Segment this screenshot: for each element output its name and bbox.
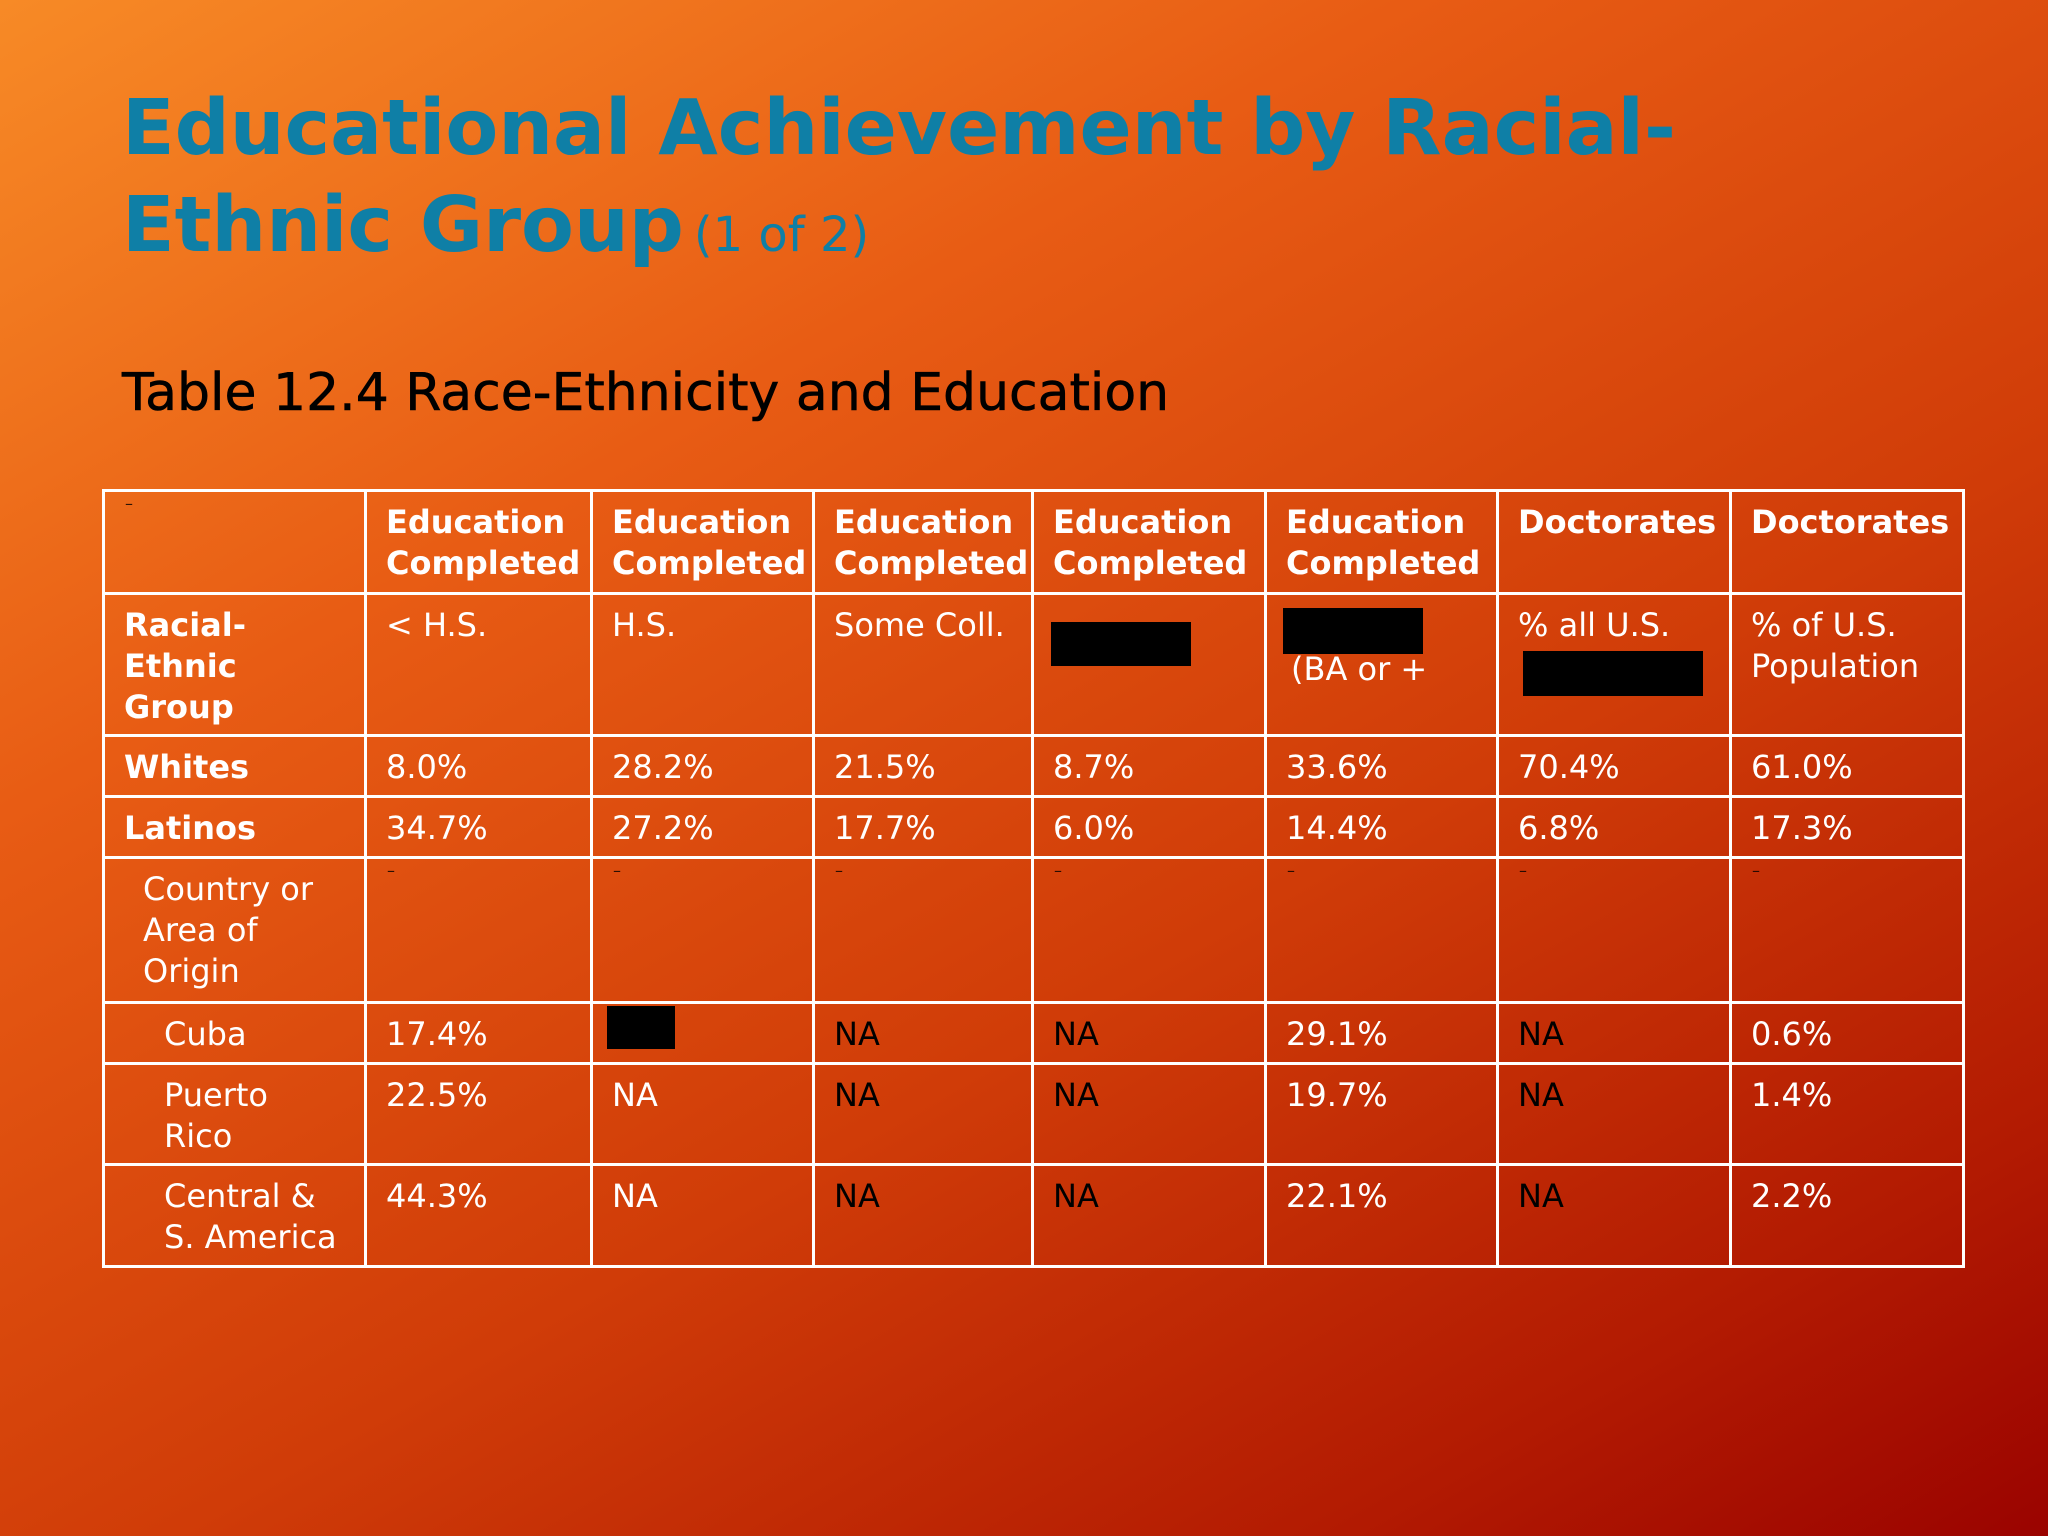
tick-mark: –	[835, 861, 843, 880]
table-cell: 6.8%	[1496, 795, 1732, 859]
header-cell: Education Completed	[1264, 489, 1499, 595]
table-cell: –	[1496, 856, 1732, 1004]
table-cell: 17.4%	[364, 1001, 593, 1065]
table-cell: 6.0%	[1031, 795, 1267, 859]
header-cell: Education Completed	[812, 489, 1034, 595]
table-cell: NA	[1496, 1163, 1732, 1268]
table-cell: 17.7%	[812, 795, 1034, 859]
subheader-cell: % of U.S. Population	[1729, 592, 1965, 737]
header-cell: Doctorates	[1496, 489, 1732, 595]
header-cell: Education Completed	[1031, 489, 1267, 595]
table-cell: 22.5%	[364, 1062, 593, 1166]
table-cell: 70.4%	[1496, 734, 1732, 798]
row-group-label: Whites	[102, 734, 367, 798]
table-cell: NA	[1031, 1163, 1267, 1268]
table-cell: 34.7%	[364, 795, 593, 859]
table-cell: NA	[812, 1001, 1034, 1065]
table-cell: 8.0%	[364, 734, 593, 798]
redaction-block	[607, 1006, 675, 1049]
table-cell: 61.0%	[1729, 734, 1965, 798]
table-cell: 19.7%	[1264, 1062, 1499, 1166]
table-cell: –	[364, 856, 593, 1004]
row-group-label: Cuba	[102, 1001, 367, 1065]
table-cell: –	[812, 856, 1034, 1004]
row-group-label: Central & S. America	[102, 1163, 367, 1268]
header-cell: Education Completed	[364, 489, 593, 595]
table-row: Latinos 34.7% 27.2% 17.7% 6.0% 14.4% 6.8…	[102, 795, 1965, 859]
table-row: Country or Area of Origin – – – – – – –	[102, 856, 1965, 1004]
row-group-label: Country or Area of Origin	[102, 856, 367, 1004]
slide-title-suffix: (1 of 2)	[693, 207, 870, 263]
table-cell: 29.1%	[1264, 1001, 1499, 1065]
table-cell-redacted	[590, 1001, 815, 1065]
tick-mark: –	[1054, 861, 1062, 880]
table-row: Central & S. America 44.3% NA NA NA 22.1…	[102, 1163, 1965, 1268]
subheader-cell: H.S.	[590, 592, 815, 737]
redaction-block	[1051, 622, 1191, 666]
table-cell: 21.5%	[812, 734, 1034, 798]
table-row: Whites 8.0% 28.2% 21.5% 8.7% 33.6% 70.4%…	[102, 734, 1965, 798]
slide-title: Educational Achievement by Racial-Ethnic…	[122, 80, 1922, 284]
tick-mark: –	[1287, 861, 1295, 880]
table-cell: NA	[1031, 1001, 1267, 1065]
slide-title-text: Educational Achievement by Racial-Ethnic…	[122, 84, 1676, 270]
header-row-2: Racial-Ethnic Group < H.S. H.S. Some Col…	[102, 592, 1965, 737]
table-cell: NA	[590, 1163, 815, 1268]
table-cell: 14.4%	[1264, 795, 1499, 859]
tick-mark: –	[1752, 861, 1760, 880]
subheader-cell: (BA or +	[1264, 592, 1499, 737]
table-cell: 44.3%	[364, 1163, 593, 1268]
row-group-label: Latinos	[102, 795, 367, 859]
table-cell: 27.2%	[590, 795, 815, 859]
table-cell: NA	[1496, 1001, 1732, 1065]
table-cell: 33.6%	[1264, 734, 1499, 798]
subheader-cell: % all U.S.	[1496, 592, 1732, 737]
subheader-cell: Some Coll.	[812, 592, 1034, 737]
table-cell: NA	[812, 1163, 1034, 1268]
tick-mark: –	[1519, 861, 1527, 880]
table-cell: 1.4%	[1729, 1062, 1965, 1166]
tick-mark: –	[387, 861, 395, 880]
table-cell: –	[1264, 856, 1499, 1004]
table-cell: 28.2%	[590, 734, 815, 798]
header-corner-cell: –	[102, 489, 367, 595]
table-cell: 0.6%	[1729, 1001, 1965, 1065]
table-cell: NA	[590, 1062, 815, 1166]
table-cell: NA	[812, 1062, 1034, 1166]
table-cell: –	[1729, 856, 1965, 1004]
header-row-1: – Education Completed Education Complete…	[102, 489, 1965, 595]
table-cell: NA	[1031, 1062, 1267, 1166]
table-cell: 22.1%	[1264, 1163, 1499, 1268]
subheader-cell-redacted	[1031, 592, 1267, 737]
redaction-block	[1523, 651, 1703, 696]
table-cell: 2.2%	[1729, 1163, 1965, 1268]
education-table: – Education Completed Education Complete…	[102, 489, 1965, 1268]
row-group-label: Puerto Rico	[102, 1062, 367, 1166]
table-cell: 8.7%	[1031, 734, 1267, 798]
header-cell: Doctorates	[1729, 489, 1965, 595]
row-header-cell: Racial-Ethnic Group	[102, 592, 367, 737]
redaction-block	[1283, 608, 1423, 654]
table-cell: NA	[1496, 1062, 1732, 1166]
table-cell: –	[590, 856, 815, 1004]
tick-mark: –	[613, 861, 621, 880]
tick-mark: –	[125, 494, 133, 513]
subheader-cell: < H.S.	[364, 592, 593, 737]
header-cell: Education Completed	[590, 489, 815, 595]
table-cell: 17.3%	[1729, 795, 1965, 859]
table-caption: Table 12.4 Race-Ethnicity and Education	[122, 363, 1170, 424]
table-cell: –	[1031, 856, 1267, 1004]
table-row: Puerto Rico 22.5% NA NA NA 19.7% NA 1.4%	[102, 1062, 1965, 1166]
table-row: Cuba 17.4% NA NA 29.1% NA 0.6%	[102, 1001, 1965, 1065]
